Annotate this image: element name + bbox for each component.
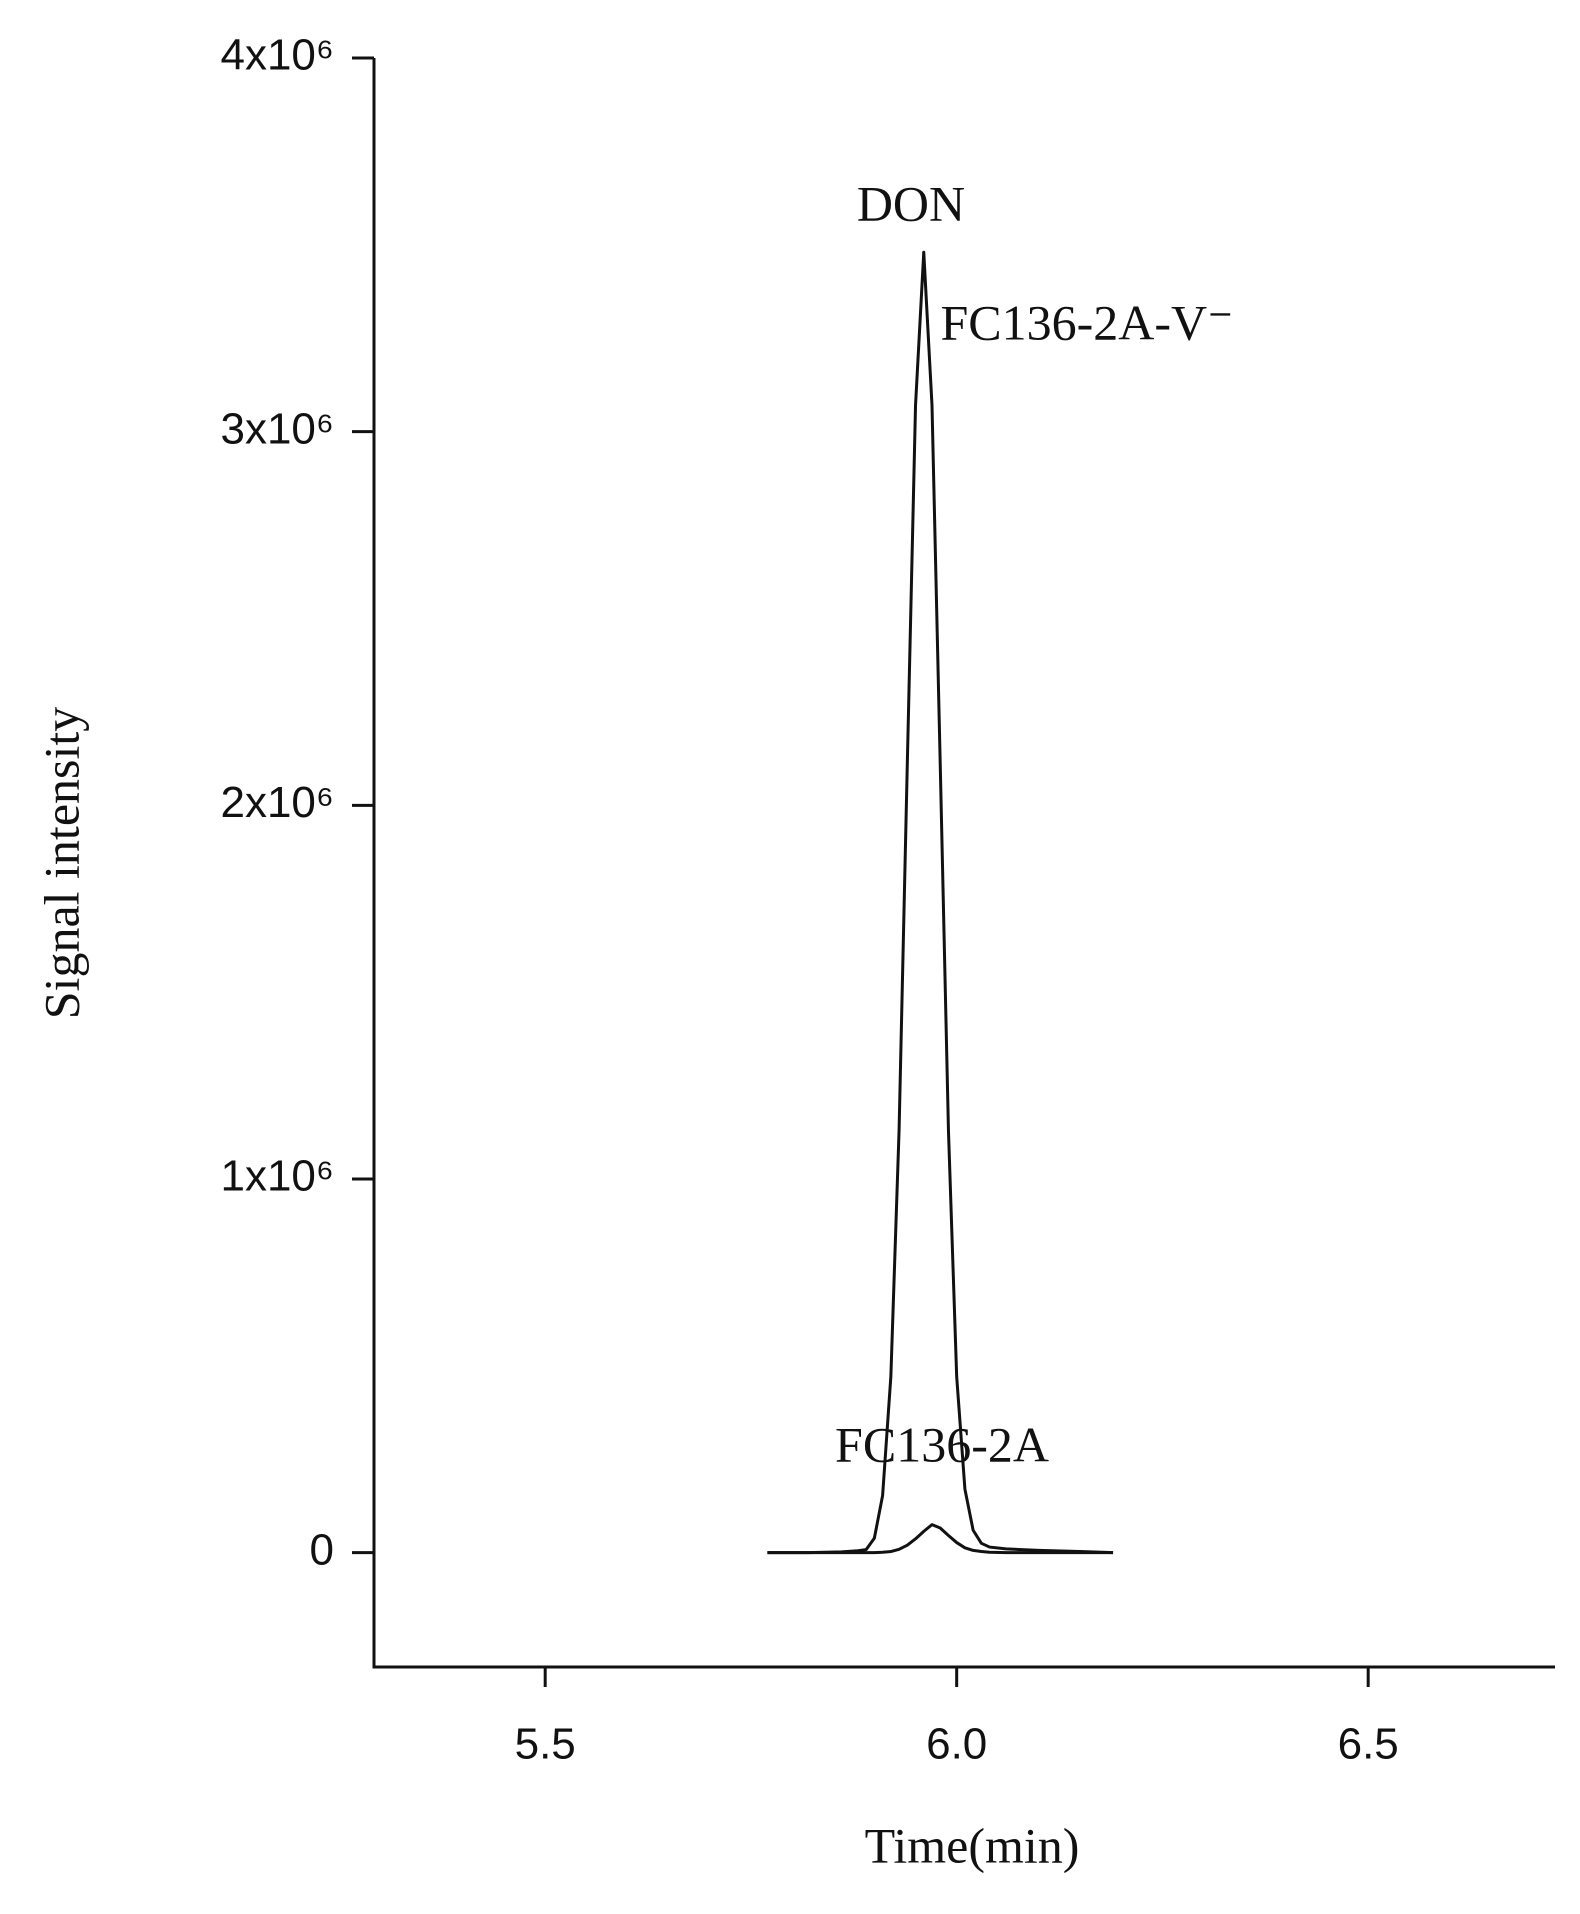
annotation: DON bbox=[857, 175, 965, 231]
x-tick-label: 6.5 bbox=[1338, 1720, 1399, 1769]
series-label: FC136-2A-V⁻ bbox=[940, 294, 1233, 350]
y-axis-label: Signal intensity bbox=[33, 707, 89, 1020]
y-tick-label: 4x10⁶ bbox=[220, 31, 334, 80]
x-axis-label: Time(min) bbox=[865, 1817, 1080, 1873]
y-tick-label: 0 bbox=[310, 1525, 334, 1574]
line bbox=[767, 250, 1114, 1555]
series-label: FC136-2A bbox=[835, 1416, 1049, 1472]
y-tick-label: 3x10⁶ bbox=[220, 404, 334, 453]
y-tick-label: 1x10⁶ bbox=[220, 1152, 334, 1201]
axes bbox=[372, 58, 1555, 1669]
y-tick-label: 2x10⁶ bbox=[220, 778, 334, 827]
x-tick-label: 5.5 bbox=[515, 1720, 576, 1769]
line bbox=[767, 1523, 1114, 1555]
x-tick-label: 6.0 bbox=[926, 1720, 987, 1769]
